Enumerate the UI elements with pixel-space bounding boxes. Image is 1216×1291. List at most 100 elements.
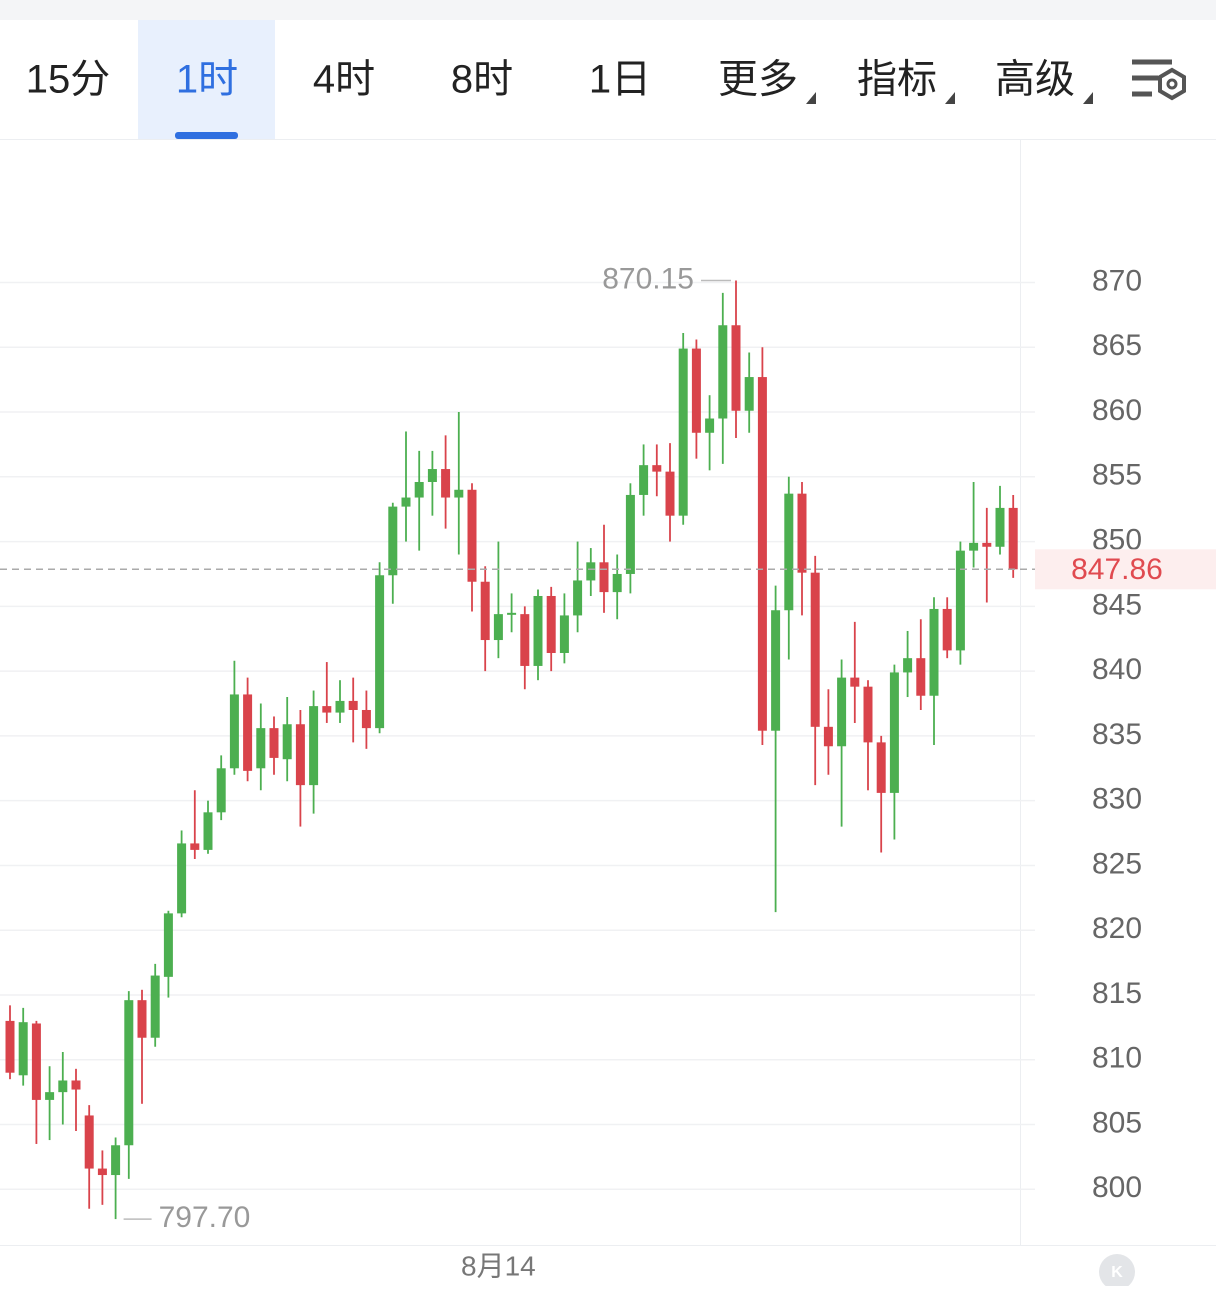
candle-body xyxy=(84,1115,94,1169)
candle-body xyxy=(982,542,992,547)
y-tick-label: 860 xyxy=(1092,394,1142,427)
last-price-bg xyxy=(1035,549,1216,590)
candle-body xyxy=(823,726,833,747)
tab-label[interactable]: 1日 xyxy=(589,58,651,102)
candle-body xyxy=(243,694,253,771)
x-tick-label: 8月14 xyxy=(461,1250,536,1281)
candle-body xyxy=(216,768,226,813)
candle-body xyxy=(295,724,305,786)
candle-body xyxy=(269,728,279,758)
candle-body xyxy=(810,572,820,727)
candle-body xyxy=(797,493,807,573)
candle-body xyxy=(229,694,239,769)
candle-body xyxy=(58,1080,68,1093)
y-tick-label: 830 xyxy=(1092,783,1142,816)
active-tab-underline xyxy=(175,132,238,139)
candle-body xyxy=(480,581,490,641)
candle-body xyxy=(520,614,530,666)
tab-label[interactable]: 更多 xyxy=(718,58,798,102)
candle-body xyxy=(942,608,952,651)
y-tick-label: 840 xyxy=(1092,653,1142,686)
candle-body xyxy=(969,542,979,551)
dropdown-caret xyxy=(1083,92,1093,104)
candle-body xyxy=(665,471,675,516)
scroll-end-button[interactable] xyxy=(1099,1254,1135,1290)
candle-body xyxy=(718,325,728,419)
active-tab-bg xyxy=(138,20,275,139)
y-tick-label: 825 xyxy=(1092,847,1142,880)
y-tick-label: 845 xyxy=(1092,588,1142,621)
candle-body xyxy=(955,550,965,651)
candle-body xyxy=(784,493,794,611)
dropdown-caret xyxy=(945,92,955,104)
y-tick-label: 800 xyxy=(1092,1171,1142,1204)
candle-body xyxy=(454,489,464,498)
settings-icon[interactable] xyxy=(1132,59,1186,101)
y-tick-label: 870 xyxy=(1092,264,1142,297)
y-tick-label: 810 xyxy=(1092,1042,1142,1075)
candle-body xyxy=(850,677,860,687)
candle-body xyxy=(573,580,583,616)
candle-body xyxy=(441,469,451,498)
candle-body xyxy=(652,465,662,472)
candle-body xyxy=(150,975,160,1038)
candle-body xyxy=(837,677,847,747)
candle-body xyxy=(1008,507,1018,570)
candle-body xyxy=(507,612,517,615)
y-tick-label: 815 xyxy=(1092,977,1142,1010)
tab-label[interactable]: 指标 xyxy=(857,58,937,102)
candle-body xyxy=(18,1022,28,1076)
candle-body xyxy=(348,700,358,710)
candle-body xyxy=(97,1168,107,1176)
candle-body xyxy=(744,377,754,411)
candle-body xyxy=(467,489,477,582)
tab-label[interactable]: 1时 xyxy=(176,58,238,102)
candle-body xyxy=(322,706,332,713)
candle-body xyxy=(427,469,437,482)
high-label: 870.15 xyxy=(602,262,694,295)
candle-body xyxy=(5,1020,15,1073)
y-tick-label: 865 xyxy=(1092,329,1142,362)
y-tick-label: 805 xyxy=(1092,1106,1142,1139)
candle-body xyxy=(177,843,187,914)
scroll-end-icon: K xyxy=(1111,1264,1123,1281)
candle-body xyxy=(678,348,688,516)
y-tick-label: 855 xyxy=(1092,459,1142,492)
candle-body xyxy=(256,728,266,769)
tab-label[interactable]: 高级 xyxy=(995,58,1075,102)
candle-body xyxy=(916,658,926,696)
tab-label[interactable]: 4时 xyxy=(313,58,375,102)
candle-body xyxy=(559,615,569,653)
candle-body xyxy=(546,595,556,653)
candle-body xyxy=(335,700,345,713)
candle-body xyxy=(929,608,939,696)
candle-body xyxy=(995,507,1005,547)
candle-body xyxy=(771,610,781,731)
tab-label[interactable]: 8时 xyxy=(451,58,513,102)
candle-body xyxy=(863,686,873,743)
candle-body xyxy=(876,742,886,793)
tab-label[interactable]: 15分 xyxy=(26,58,111,102)
candle-body xyxy=(586,562,596,581)
candle-body xyxy=(375,575,385,729)
candle-body xyxy=(163,913,173,977)
candle-body xyxy=(31,1023,41,1100)
candle-body xyxy=(493,614,503,641)
candle-body xyxy=(71,1080,81,1090)
candle-body xyxy=(625,494,635,574)
candle-body xyxy=(137,1000,147,1038)
candle-body xyxy=(282,724,292,760)
candle-body xyxy=(190,843,200,850)
candle-body xyxy=(361,709,371,729)
candle-body xyxy=(309,706,319,786)
candle-body xyxy=(705,418,715,433)
candle-body xyxy=(414,481,424,498)
candle-body xyxy=(757,377,767,731)
candle-body xyxy=(639,465,649,495)
candle-body xyxy=(533,595,543,666)
low-label: 797.70 xyxy=(159,1201,251,1234)
candle-body xyxy=(203,812,213,850)
top-strip xyxy=(0,0,1216,20)
